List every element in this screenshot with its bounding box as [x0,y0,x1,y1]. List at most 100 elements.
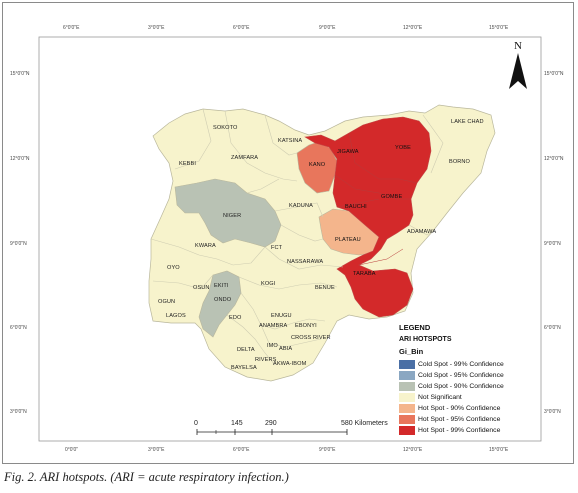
tick-left-3: 9°0'0"N [10,241,27,247]
legend-item: Not Significant [399,392,539,403]
graticule-right: 15°0'0"N 12°0'0"N 9°0'0"N 6°0'0"N 3°0'0"… [544,71,564,415]
label-ebonyi: EBONYI [295,323,317,329]
tick-top-5: 12°0'0"E [403,25,423,31]
legend-label: Cold Spot - 99% Confidence [418,361,504,368]
legend-label: Not Significant [418,394,462,401]
legend-swatch [399,360,415,369]
scale-label-145: 145 [231,420,243,427]
label-plateau: PLATEAU [335,237,361,243]
tick-right-3: 9°0'0"N [544,241,561,247]
label-kwara: KWARA [195,243,216,249]
legend-subtitle: ARI HOTSPOTS [399,336,452,343]
tick-left-1: 15°0'0"N [10,71,30,77]
graticule-bottom: 0°0'0" 3°0'0"E 6°0'0"E 9°0'0"E 12°0'0"E … [65,447,509,453]
label-enugu: ENUGU [271,313,292,319]
label-gombe: GOMBE [381,194,402,200]
map-canvas: 6°0'0"E 3°0'0"E 6°0'0"E 9°0'0"E 12°0'0"E… [10,25,564,453]
label-katsina: KATSINA [278,138,302,144]
scale-bar: 0 145 290 580 Kilometers [191,420,391,444]
legend-swatch [399,415,415,424]
tick-left-2: 12°0'0"N [10,156,30,162]
label-taraba: TARABA [353,271,376,277]
label-ekiti: EKITI [214,283,229,289]
label-kogi: KOGI [261,281,276,287]
tick-top-6: 15°0'0"E [489,25,509,31]
label-kaduna: KADUNA [289,203,313,209]
label-bauchi: BAUCHI [345,204,367,210]
legend-swatch [399,382,415,391]
map-frame: 6°0'0"E 3°0'0"E 6°0'0"E 9°0'0"E 12°0'0"E… [2,2,574,464]
tick-bottom-2: 3°0'0"E [148,447,165,453]
north-arrow-icon: N [509,40,527,89]
region-hot99 [304,116,432,318]
label-rivers: RIVERS [255,357,277,363]
tick-bottom-3: 6°0'0"E [233,447,250,453]
label-delta: DELTA [237,347,255,353]
tick-bottom-5: 12°0'0"E [403,447,423,453]
tick-top-3: 6°0'0"E [233,25,250,31]
label-bayelsa: BAYELSA [231,365,257,371]
label-niger: NIGER [223,213,241,219]
tick-top-1: 6°0'0"E [63,25,80,31]
legend-label: Cold Spot - 95% Confidence [418,372,504,379]
scale-label-580: 580 Kilometers [341,420,388,427]
legend-swatch [399,426,415,435]
legend-title: LEGEND [399,323,431,332]
label-sokoto: SOKOTO [213,125,238,131]
graticule-top: 6°0'0"E 3°0'0"E 6°0'0"E 9°0'0"E 12°0'0"E… [63,25,509,31]
legend-item: Hot Spot - 90% Confidence [399,403,539,414]
tick-bottom-4: 9°0'0"E [319,447,336,453]
legend-label: Hot Spot - 99% Confidence [418,427,501,434]
tick-right-4: 6°0'0"N [544,325,561,331]
label-nassarawa: NASSARAWA [287,259,323,265]
legend-item: Hot Spot - 99% Confidence [399,425,539,436]
label-lake-chad: LAKE CHAD [451,119,484,125]
tick-left-4: 6°0'0"N [10,325,27,331]
label-benue: BENUE [315,285,335,291]
tick-bottom-6: 15°0'0"E [489,447,509,453]
tick-top-4: 9°0'0"E [319,25,336,31]
label-anambra: ANAMBRA [259,323,288,329]
legend-field: Gi_Bin [399,347,424,356]
scale-bar-graphic [196,429,348,435]
label-borno: BORNO [449,159,471,165]
label-ondo: ONDO [214,297,232,303]
label-cross-river: CROSS RIVER [291,335,331,341]
label-fct: FCT [271,245,283,251]
tick-right-2: 12°0'0"N [544,156,564,162]
label-jigawa: JIGAWA [337,149,359,155]
label-oyo: OYO [167,265,180,271]
label-kebbi: KEBBI [179,161,196,167]
hot-boundaries [334,132,418,266]
north-label: N [514,40,522,52]
scale-label-290: 290 [265,420,277,427]
legend-item: Hot Spot - 95% Confidence [399,414,539,425]
legend-swatch [399,371,415,380]
label-abia: ABIA [279,346,292,352]
scale-label-0: 0 [194,420,198,427]
legend-item: Cold Spot - 90% Confidence [399,381,539,392]
state-labels: SOKOTO KEBBI ZAMFARA KATSINA KANO JIGAWA… [158,119,484,371]
tick-bottom-1: 0°0'0" [65,447,78,453]
label-lagos: LAGOS [166,313,186,319]
tick-left-5: 3°0'0"N [10,409,27,415]
legend-item: Cold Spot - 95% Confidence [399,370,539,381]
label-zamfara: ZAMFARA [231,155,258,161]
legend-label: Hot Spot - 90% Confidence [418,405,501,412]
legend: LEGEND ARI HOTSPOTS Gi_Bin Cold Spot - 9… [399,323,539,436]
label-kano: KANO [309,162,326,168]
legend-swatch [399,393,415,402]
tick-right-1: 15°0'0"N [544,71,564,77]
label-adamawa: ADAMAWA [407,229,436,235]
legend-label: Cold Spot - 90% Confidence [418,383,504,390]
state-boundaries [150,108,444,366]
label-akwa-ibom: AKWA-IBOM [273,361,307,367]
label-ogun: OGUN [158,299,175,305]
tick-top-2: 3°0'0"E [148,25,165,31]
label-osun: OSUN [193,285,210,291]
legend-item: Cold Spot - 99% Confidence [399,359,539,370]
graticule-left: 15°0'0"N 12°0'0"N 9°0'0"N 6°0'0"N 3°0'0"… [10,71,30,415]
tick-right-5: 3°0'0"N [544,409,561,415]
neat-line [38,36,542,442]
legend-label: Hot Spot - 95% Confidence [418,416,501,423]
